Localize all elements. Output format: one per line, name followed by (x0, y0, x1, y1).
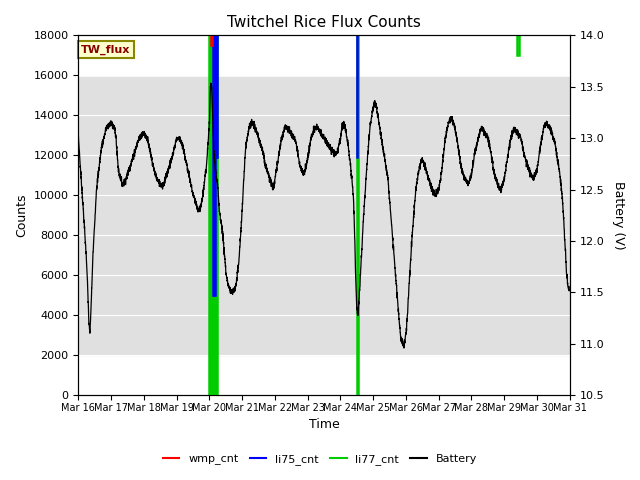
Legend: wmp_cnt, li75_cnt, li77_cnt, Battery: wmp_cnt, li75_cnt, li77_cnt, Battery (158, 450, 482, 469)
Text: TW_flux: TW_flux (81, 44, 130, 55)
Y-axis label: Counts: Counts (15, 193, 28, 237)
X-axis label: Time: Time (308, 419, 339, 432)
Title: Twitchel Rice Flux Counts: Twitchel Rice Flux Counts (227, 15, 421, 30)
Bar (79, 77, 570, 355)
Y-axis label: Battery (V): Battery (V) (612, 181, 625, 250)
